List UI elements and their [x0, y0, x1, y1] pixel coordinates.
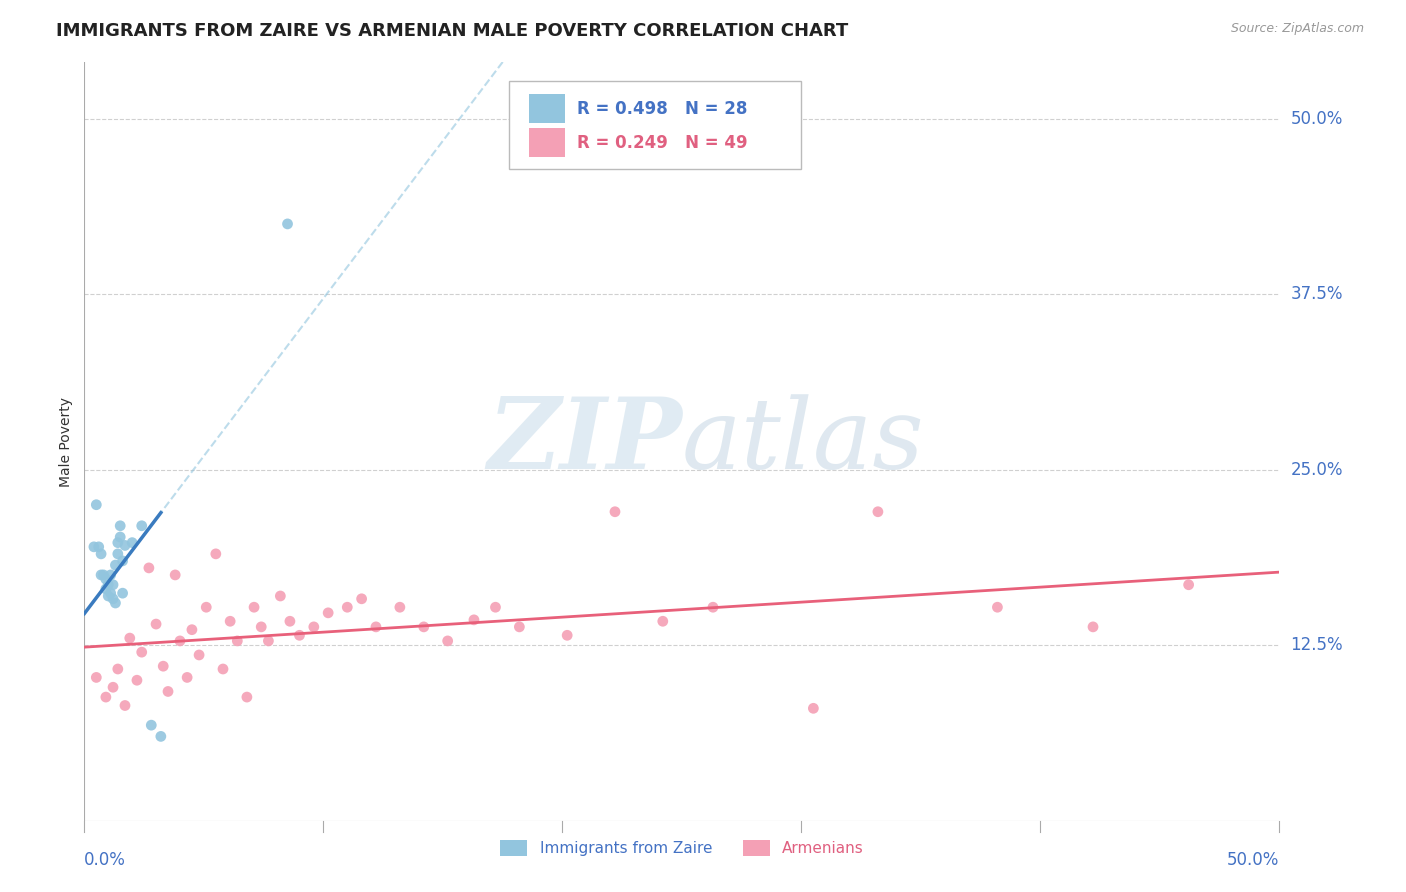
- Text: 37.5%: 37.5%: [1291, 285, 1343, 303]
- Point: [702, 600, 724, 615]
- Text: 50.0%: 50.0%: [1291, 110, 1343, 128]
- Point: [111, 586, 134, 600]
- FancyBboxPatch shape: [529, 95, 565, 123]
- Point: [114, 698, 136, 713]
- Point: [97, 578, 120, 592]
- Point: [114, 538, 136, 552]
- Text: 50.0%: 50.0%: [1227, 851, 1279, 869]
- Point: [412, 620, 434, 634]
- FancyBboxPatch shape: [529, 128, 565, 157]
- Point: [866, 505, 889, 519]
- Point: [157, 684, 180, 698]
- Point: [250, 620, 273, 634]
- Point: [86, 498, 108, 512]
- Point: [100, 586, 122, 600]
- Point: [90, 547, 112, 561]
- Point: [131, 518, 153, 533]
- Point: [484, 600, 506, 615]
- Point: [107, 535, 129, 549]
- Point: [111, 554, 134, 568]
- Point: [100, 568, 122, 582]
- Point: [508, 620, 530, 634]
- Point: [110, 530, 132, 544]
- Point: [181, 623, 204, 637]
- Text: R = 0.498   N = 28: R = 0.498 N = 28: [576, 100, 747, 118]
- Point: [1177, 578, 1199, 592]
- Point: [94, 572, 117, 586]
- Y-axis label: Male Poverty: Male Poverty: [59, 397, 73, 486]
- Point: [131, 645, 153, 659]
- Point: [94, 690, 117, 704]
- Point: [205, 547, 228, 561]
- Point: [257, 634, 280, 648]
- FancyBboxPatch shape: [509, 81, 801, 169]
- Point: [104, 558, 127, 573]
- Point: [149, 730, 172, 744]
- Point: [97, 589, 120, 603]
- Point: [87, 540, 110, 554]
- Point: [169, 634, 191, 648]
- Point: [803, 701, 825, 715]
- Point: [436, 634, 458, 648]
- Text: 12.5%: 12.5%: [1291, 636, 1343, 654]
- Point: [350, 591, 373, 606]
- Point: [555, 628, 578, 642]
- Point: [364, 620, 387, 634]
- Point: [110, 518, 132, 533]
- Point: [269, 589, 291, 603]
- Point: [94, 582, 117, 596]
- Point: [986, 600, 1008, 615]
- Point: [1081, 620, 1104, 634]
- Point: [226, 634, 249, 648]
- Point: [101, 578, 124, 592]
- Point: [219, 614, 242, 628]
- Point: [101, 591, 124, 606]
- Point: [145, 617, 167, 632]
- Point: [388, 600, 411, 615]
- Legend: Immigrants from Zaire, Armenians: Immigrants from Zaire, Armenians: [494, 834, 870, 863]
- Point: [277, 217, 299, 231]
- Point: [90, 568, 112, 582]
- Point: [243, 600, 266, 615]
- Point: [236, 690, 259, 704]
- Point: [107, 662, 129, 676]
- Point: [101, 680, 124, 694]
- Point: [463, 613, 485, 627]
- Point: [212, 662, 235, 676]
- Text: 25.0%: 25.0%: [1291, 460, 1343, 479]
- Text: Source: ZipAtlas.com: Source: ZipAtlas.com: [1230, 22, 1364, 36]
- Point: [316, 606, 339, 620]
- Point: [125, 673, 148, 688]
- Text: atlas: atlas: [682, 394, 925, 489]
- Point: [176, 670, 198, 684]
- Point: [152, 659, 174, 673]
- Point: [121, 535, 143, 549]
- Point: [336, 600, 359, 615]
- Point: [118, 631, 141, 645]
- Point: [93, 568, 115, 582]
- Point: [165, 568, 187, 582]
- Point: [651, 614, 673, 628]
- Point: [195, 600, 218, 615]
- Point: [288, 628, 311, 642]
- Point: [302, 620, 325, 634]
- Text: ZIP: ZIP: [486, 393, 682, 490]
- Point: [104, 596, 127, 610]
- Point: [107, 547, 129, 561]
- Text: R = 0.249   N = 49: R = 0.249 N = 49: [576, 134, 748, 152]
- Text: 0.0%: 0.0%: [84, 851, 127, 869]
- Point: [141, 718, 163, 732]
- Text: IMMIGRANTS FROM ZAIRE VS ARMENIAN MALE POVERTY CORRELATION CHART: IMMIGRANTS FROM ZAIRE VS ARMENIAN MALE P…: [56, 22, 848, 40]
- Point: [83, 540, 105, 554]
- Point: [188, 648, 211, 662]
- Point: [278, 614, 301, 628]
- Point: [86, 670, 108, 684]
- Point: [138, 561, 160, 575]
- Point: [603, 505, 626, 519]
